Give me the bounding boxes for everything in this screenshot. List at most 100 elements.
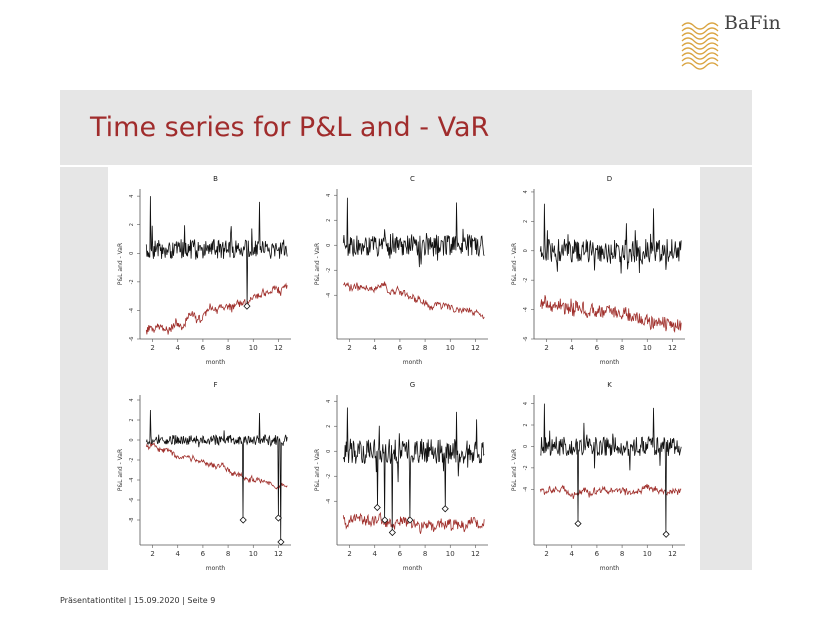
exceedance-marker [277, 538, 285, 546]
x-tick-label: 2 [150, 344, 154, 352]
y-tick-label: -2 [129, 279, 135, 284]
pnl-series-line [539, 203, 682, 274]
chart-panel-B: B 2 4 6 8 10 12 4 2 0 -2 -4 -6 month P&L and - VaR [117, 175, 291, 366]
exceedance-marker [388, 528, 396, 537]
logo-wave [681, 47, 719, 55]
x-tick-label: 6 [201, 344, 206, 352]
x-tick-label: 8 [620, 550, 624, 558]
y-tick-label: 0 [523, 445, 529, 448]
var-series-line [145, 442, 288, 491]
chart-title: B [213, 175, 218, 183]
title-band [60, 90, 752, 165]
pnl-series-line [145, 196, 288, 307]
pnl-series-line [540, 403, 682, 535]
y-tick-label: 2 [523, 220, 529, 223]
y-tick-label: 0 [129, 252, 135, 255]
exceedance-marker [406, 516, 414, 524]
x-axis-label: month [206, 359, 226, 366]
bafin-logo-text: BaFin [724, 12, 781, 34]
x-tick-label: 2 [544, 344, 548, 352]
y-tick-label: 4 [523, 402, 529, 405]
logo-wave [681, 32, 719, 40]
bafin-logo: BaFin [680, 10, 790, 75]
chart-panel-C: C 2 4 6 8 10 12 4 2 0 -2 -4 month P&L and - VaR [314, 175, 488, 366]
x-axis-label: month [206, 565, 226, 572]
x-tick-label: 4 [570, 344, 575, 352]
y-tick-label: 0 [326, 244, 332, 247]
y-tick-label: 0 [326, 450, 332, 453]
x-tick-label: 12 [471, 344, 480, 352]
logo-wave [681, 62, 719, 70]
exceedance-marker [373, 503, 381, 512]
y-tick-label: -4 [523, 307, 529, 312]
y-tick-label: -2 [326, 268, 332, 273]
y-tick-label: 4 [523, 190, 529, 193]
y-axis-label: P&L and - VaR [117, 449, 124, 491]
y-tick-label: -2 [523, 465, 529, 470]
y-axis-label: P&L and - VaR [511, 449, 518, 491]
y-tick-label: -6 [129, 337, 135, 342]
y-tick-label: 2 [129, 418, 135, 421]
x-tick-label: 6 [398, 550, 403, 558]
chart-panel-K: K 2 4 6 8 10 12 4 2 0 -2 -4 month P&L and - VaR [511, 381, 685, 572]
y-axis-label: P&L and - VaR [314, 449, 321, 491]
y-tick-label: 0 [129, 438, 135, 441]
x-tick-label: 10 [643, 344, 652, 352]
x-axis-label: month [600, 359, 620, 366]
chart-title: C [410, 175, 415, 183]
y-tick-label: 4 [326, 400, 332, 403]
var-series-line [539, 295, 682, 333]
exceedance-marker [243, 302, 251, 310]
x-axis-label: month [403, 359, 423, 366]
y-tick-label: -8 [129, 518, 135, 523]
x-tick-label: 10 [643, 550, 652, 558]
divider [60, 165, 752, 167]
x-tick-label: 8 [226, 550, 230, 558]
x-tick-label: 12 [668, 344, 677, 352]
y-tick-label: -6 [129, 498, 135, 503]
x-tick-label: 4 [570, 550, 575, 558]
pnl-series-line [342, 407, 485, 533]
logo-wave [681, 37, 719, 45]
var-series-line [145, 282, 288, 335]
x-tick-label: 8 [423, 344, 427, 352]
x-tick-label: 6 [398, 344, 403, 352]
logo-wave [681, 22, 719, 30]
x-tick-label: 4 [373, 344, 378, 352]
pnl-series-line [145, 409, 288, 543]
x-tick-label: 6 [595, 550, 600, 558]
y-tick-label: -4 [523, 487, 529, 492]
x-axis-label: month [403, 565, 423, 572]
x-tick-label: 6 [201, 550, 206, 558]
var-series-line [342, 511, 485, 534]
x-tick-label: 12 [668, 550, 677, 558]
y-tick-label: -4 [326, 293, 332, 298]
logo-wave [681, 27, 719, 35]
x-tick-label: 12 [471, 550, 480, 558]
x-tick-label: 6 [595, 344, 600, 352]
exceedance-marker [381, 516, 389, 524]
bafin-wave-icon [681, 22, 719, 70]
exceedance-marker [239, 516, 247, 524]
y-tick-label: -2 [129, 458, 135, 463]
y-axis-label: P&L and - VaR [117, 243, 124, 285]
logo-wave [681, 52, 719, 60]
y-tick-label: 2 [326, 219, 332, 222]
y-tick-label: -4 [129, 308, 135, 313]
chart-panel-F: F 2 4 6 8 10 12 4 2 0 -2 -4 -6 -8 month P&L and - VaR [117, 381, 291, 572]
right-gray-panel [700, 167, 752, 570]
logo-wave [681, 42, 719, 50]
x-tick-label: 4 [373, 550, 378, 558]
exceedance-marker [662, 530, 670, 538]
left-gray-panel [60, 167, 108, 570]
exceedance-marker [441, 505, 449, 513]
y-tick-label: -2 [326, 474, 332, 479]
var-series-line [343, 281, 485, 320]
y-tick-label: 4 [129, 195, 135, 198]
x-tick-label: 2 [347, 344, 351, 352]
x-tick-label: 10 [249, 344, 258, 352]
x-tick-label: 2 [544, 550, 548, 558]
y-tick-label: 4 [129, 398, 135, 401]
x-tick-label: 4 [176, 550, 181, 558]
x-tick-label: 10 [446, 550, 455, 558]
